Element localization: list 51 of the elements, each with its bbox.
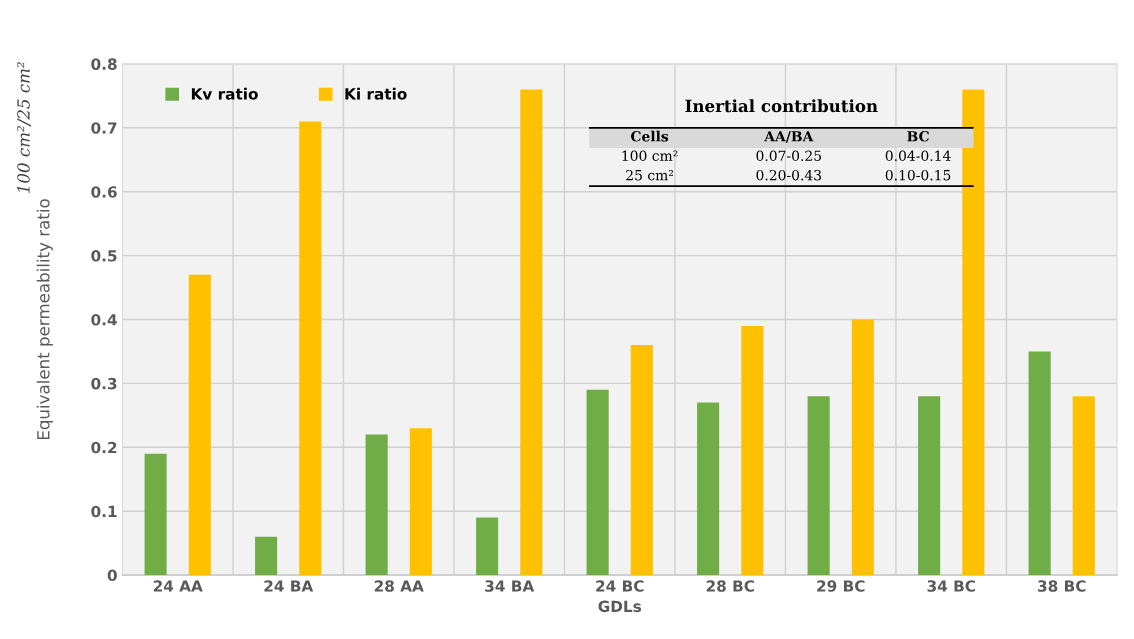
bar bbox=[299, 121, 322, 576]
annotation: 0.10-0.15 bbox=[885, 169, 951, 181]
bar bbox=[365, 434, 388, 576]
annotation: 0.04-0.14 bbox=[885, 150, 951, 161]
text: 100 cm²/25 cm² bbox=[17, 62, 32, 194]
bar bbox=[918, 396, 941, 576]
bar bbox=[255, 536, 278, 576]
x-axis-title: GDLs bbox=[598, 600, 642, 613]
y-axis-title: Equivalent permeability ratio bbox=[36, 199, 53, 440]
bar bbox=[962, 89, 985, 576]
y-tick-label: 0.7 bbox=[91, 122, 117, 134]
x-tick-label: 28 AA bbox=[374, 580, 424, 592]
annotation: AA/BA bbox=[764, 131, 814, 143]
y-tick-label: 0.4 bbox=[91, 313, 117, 326]
bar bbox=[188, 274, 211, 576]
bar bbox=[741, 325, 764, 576]
bar bbox=[476, 517, 499, 576]
x-tick-label: 24 BC bbox=[596, 580, 644, 592]
bar bbox=[520, 89, 543, 576]
annotation: BC bbox=[907, 131, 929, 142]
x-tick-label: 24 AA bbox=[153, 580, 203, 592]
annotation: 25 cm² bbox=[626, 169, 673, 181]
legend-label: Kv ratio bbox=[191, 87, 258, 100]
bar bbox=[1028, 351, 1051, 576]
bar bbox=[807, 396, 830, 576]
x-tick-label: 38 BC bbox=[1038, 580, 1086, 592]
bar bbox=[851, 319, 874, 576]
bar bbox=[630, 345, 653, 576]
bar bbox=[1072, 396, 1095, 576]
y-tick-label: 0.3 bbox=[91, 377, 117, 390]
annotation: Inertial contribution bbox=[685, 99, 878, 113]
y-tick-label: 0 bbox=[107, 569, 117, 582]
annotation: 0.20-0.43 bbox=[756, 169, 822, 181]
annotation: Cells bbox=[631, 130, 669, 142]
bar bbox=[586, 389, 609, 576]
x-tick-label: 34 BA bbox=[485, 580, 535, 592]
y-tick-label: 0.1 bbox=[91, 505, 117, 518]
y-tick-label: 0.8 bbox=[91, 58, 117, 70]
x-tick-label: 29 BC bbox=[817, 580, 865, 592]
x-tick-label: 28 BC bbox=[706, 580, 754, 592]
y-tick-label: 0.5 bbox=[91, 250, 117, 262]
legend-label: Ki ratio bbox=[345, 87, 407, 100]
x-tick-label: 34 BC bbox=[927, 580, 975, 592]
y-tick-label: 0.2 bbox=[91, 441, 117, 454]
y-tick-label: 0.6 bbox=[91, 186, 117, 198]
bar bbox=[409, 428, 432, 576]
x-tick-label: 24 BA bbox=[264, 580, 314, 592]
bar bbox=[697, 402, 720, 576]
annotation: 0.07-0.25 bbox=[756, 150, 821, 161]
bar bbox=[144, 453, 167, 576]
annotation: 100 cm² bbox=[622, 150, 678, 161]
